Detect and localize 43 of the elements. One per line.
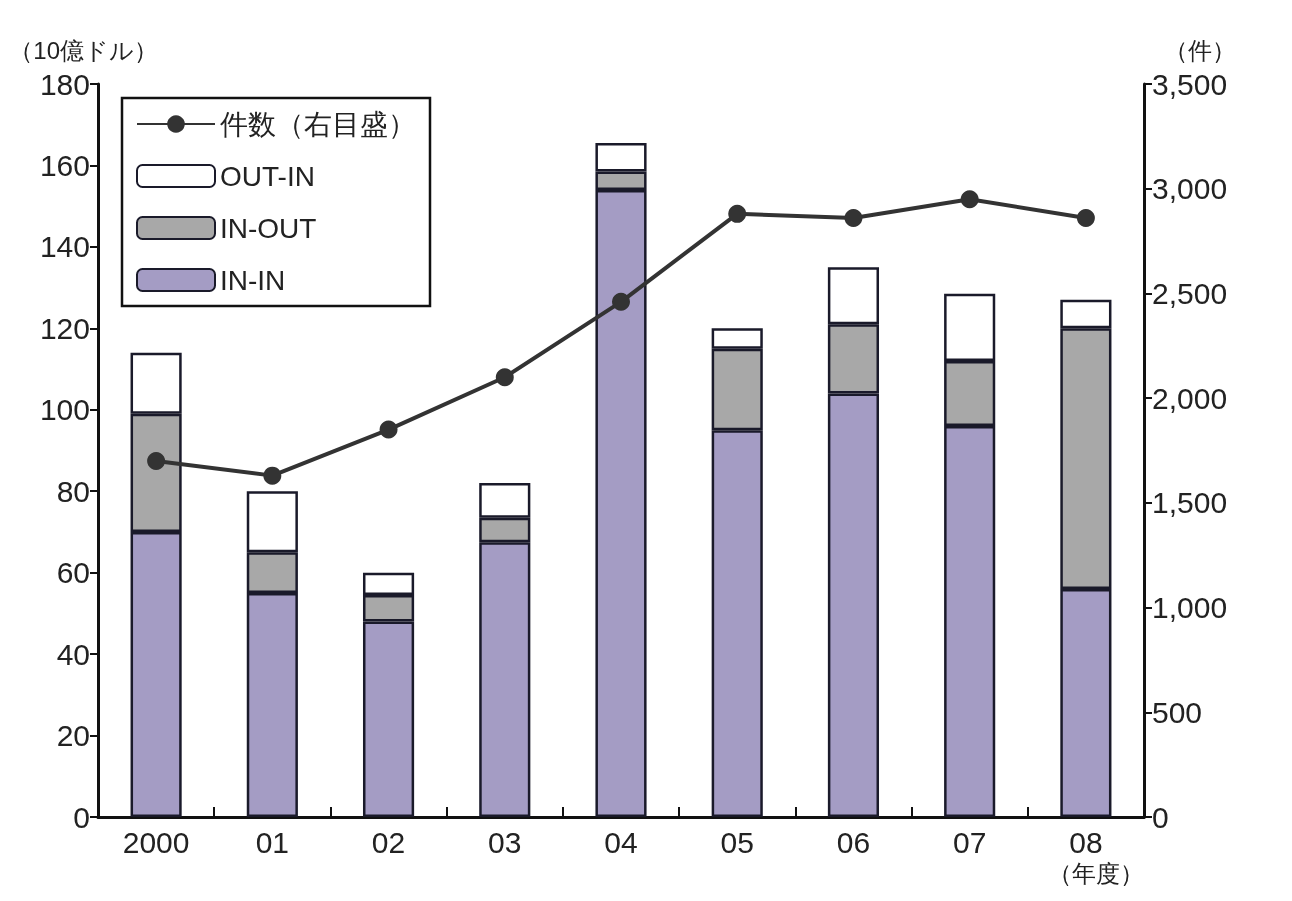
point [379,420,398,439]
y2-tick-label: 3,000 [1152,172,1228,206]
x-tick-label: 06 [836,825,871,859]
legend-label: OUT-IN [220,160,315,192]
x-axis-title: （年度） [1048,859,1144,887]
legend-label: IN-IN [220,264,286,296]
y-tick-label: 100 [39,393,90,427]
y2-tick-label: 500 [1152,695,1203,729]
y-tick-label: 160 [39,148,90,182]
y2-tick-label: 1,000 [1152,591,1228,625]
legend-label: IN-OUT [220,212,317,244]
y-tick-label: 120 [39,311,90,345]
y-tick-label: 0 [73,800,90,834]
point [844,209,863,228]
x-tick-label: 07 [952,825,987,859]
x-tick-label: 04 [604,825,638,859]
point [960,190,979,209]
y-tick-label: 140 [39,230,90,264]
y-tick-label: 20 [56,719,90,753]
y2-tick-label: 3,500 [1152,67,1228,101]
x-tick-label: 05 [720,825,754,859]
point [612,292,630,311]
point [495,368,514,387]
y-axis-title: （10億ドル） [9,36,158,64]
y-tick-label: 60 [56,556,90,590]
point [1076,209,1095,228]
point [263,466,282,485]
x-tick-label: 2000 [122,825,190,859]
legend-label: 件数（右目盛） [220,108,416,140]
x-tick-label: 03 [488,825,522,859]
y2-tick-label: 0 [1152,800,1169,834]
point [728,204,747,223]
point [147,451,166,470]
x-tick-label: 02 [371,825,406,859]
y-tick-label: 80 [56,474,90,508]
y-tick-label: 180 [39,67,90,101]
y-tick-label: 40 [56,637,90,671]
y2-tick-label: 2,000 [1152,381,1228,415]
y2-axis-title: （件） [1164,36,1236,64]
y2-tick-label: 2,500 [1152,276,1228,310]
x-tick-label: 08 [1069,825,1103,859]
x-tick-label: 01 [255,825,290,859]
y2-tick-label: 1,500 [1152,486,1228,520]
